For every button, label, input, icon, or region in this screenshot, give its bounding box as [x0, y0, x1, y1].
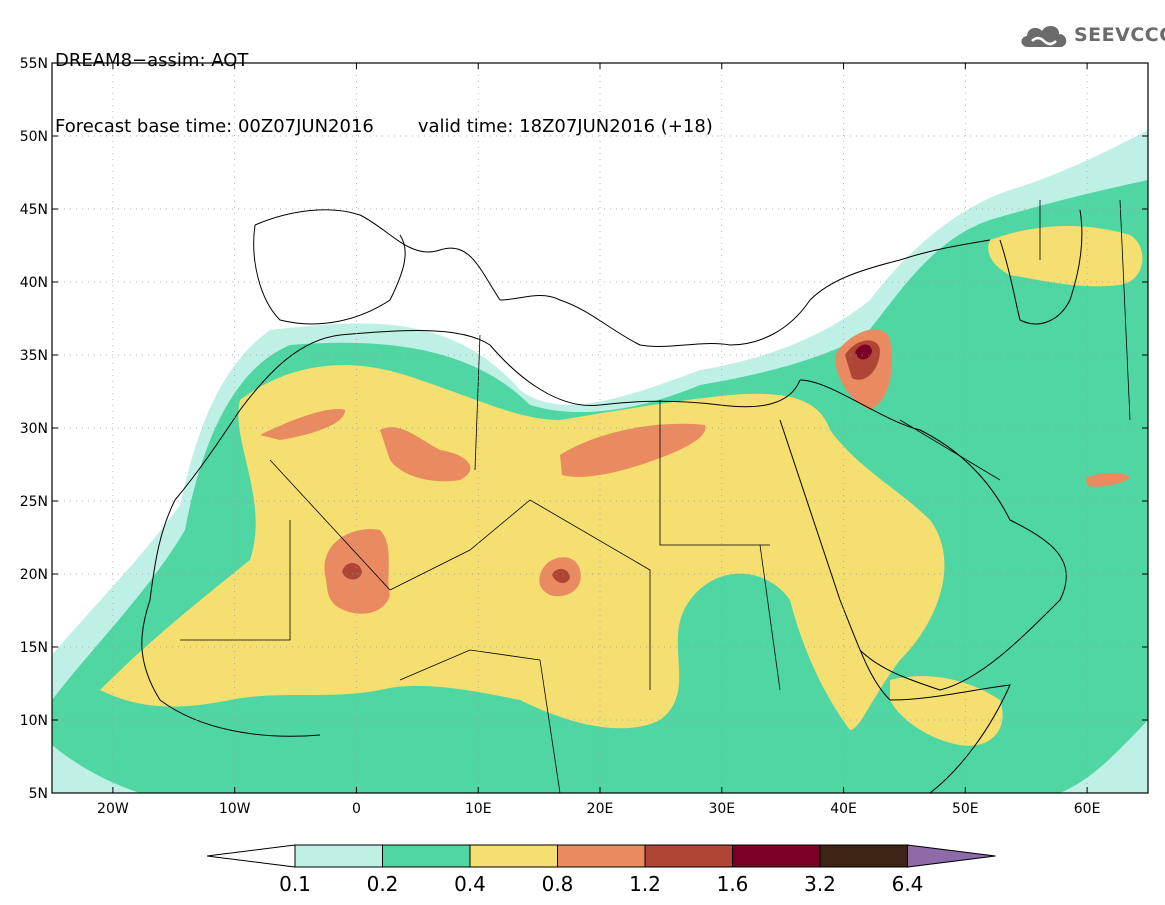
logo-text: SEEVCCC: [1074, 24, 1165, 46]
product-title: DREAM8−assim: AOT: [55, 50, 249, 71]
aot-contour-0.4: [100, 365, 945, 730]
colorbar-level-label: 0.8: [542, 872, 574, 896]
lon-tick-label: 0: [352, 801, 361, 817]
colorbar-swatch: [294, 844, 383, 868]
colorbar-max-arrow: [907, 844, 996, 868]
colorbar-swatch: [732, 844, 821, 868]
lon-tick-label: 20E: [587, 801, 614, 817]
colorbar-swatch: [819, 844, 908, 868]
lon-tick-label: 40E: [830, 801, 857, 817]
lat-tick-label: 5N: [29, 786, 48, 802]
lon-tick-label: 50E: [952, 801, 979, 817]
lat-tick-label: 10N: [20, 713, 48, 729]
aot-contour-1.2-a: [342, 563, 362, 580]
lat-tick-label: 25N: [20, 494, 48, 510]
lon-tick-label: 30E: [708, 801, 735, 817]
lat-tick-label: 45N: [20, 202, 48, 218]
aot-contour-0.8-e: [380, 427, 471, 482]
colorbar: 0.1 0.2 0.4 0.8 1.2 1.6 3.2 6.4: [206, 844, 996, 896]
colorbar-level-label: 0.4: [454, 872, 486, 896]
colorbar-level-label: 0.2: [367, 872, 399, 896]
colorbar-level-label: 1.2: [629, 872, 661, 896]
border-lines: [180, 199, 1131, 793]
colorbar-swatch: [557, 844, 646, 868]
lat-tick-label: 55N: [20, 56, 48, 72]
lon-tick-label: 20W: [97, 801, 129, 817]
caspian-coast: [999, 209, 1083, 325]
colorbar-swatch: [644, 844, 733, 868]
forecast-base-time: Forecast base time: 00Z07JUN2016: [55, 116, 374, 137]
aot-contour-0.4-horn: [890, 676, 1003, 746]
country-borders: [141, 199, 1131, 793]
colorbar-min-arrow: [206, 844, 296, 868]
coastline-horn-africa: [889, 684, 1011, 793]
lon-tick-label: 10E: [465, 801, 492, 817]
seevccc-logo: SEEVCCC: [1018, 20, 1165, 50]
coastline-europe: [254, 209, 991, 347]
colorbar-level-label: 6.4: [892, 872, 924, 896]
lat-tick-label: 20N: [20, 567, 48, 583]
axis-ticks: 55N 50N 45N 40N 35N 30N 25N 20N 15N 10N 5N 20W 10W 0 1…: [20, 56, 1148, 817]
coastline-arabia: [799, 379, 1067, 691]
aot-contour-0.4-east: [988, 225, 1143, 287]
forecast-valid-time: valid time: 18Z07JUN2016 (+18): [417, 116, 713, 137]
lon-tick-label: 10W: [219, 801, 251, 817]
colorbar-swatch: [469, 844, 558, 868]
lat-tick-label: 50N: [20, 129, 48, 145]
coastline-iberia: [253, 224, 406, 325]
aot-field: [52, 130, 1148, 793]
colorbar-level-label: 3.2: [804, 872, 836, 896]
lat-tick-label: 15N: [20, 640, 48, 656]
colorbar-level-label: 1.6: [717, 872, 749, 896]
coastline-red-sea: [779, 419, 891, 701]
colorbar-level-label: 0.1: [279, 872, 311, 896]
lat-tick-label: 40N: [20, 275, 48, 291]
coastline-north-africa: [239, 330, 801, 411]
map-header: DREAM8−assim: AOT Forecast base time: 00…: [55, 6, 713, 160]
lat-tick-label: 30N: [20, 421, 48, 437]
coastline-west-africa: [141, 409, 321, 737]
aot-contour-0.8-g: [1085, 472, 1130, 487]
lon-tick-label: 60E: [1074, 801, 1101, 817]
lat-tick-label: 35N: [20, 348, 48, 364]
cloud-icon: [1021, 25, 1067, 47]
aot-contour-1.6: [855, 344, 872, 360]
aot-contour-0.8-d: [260, 409, 345, 440]
aot-contour-1.2-b: [552, 568, 570, 584]
aot-contour-0.8-c: [560, 423, 706, 477]
colorbar-swatch: [382, 844, 471, 868]
